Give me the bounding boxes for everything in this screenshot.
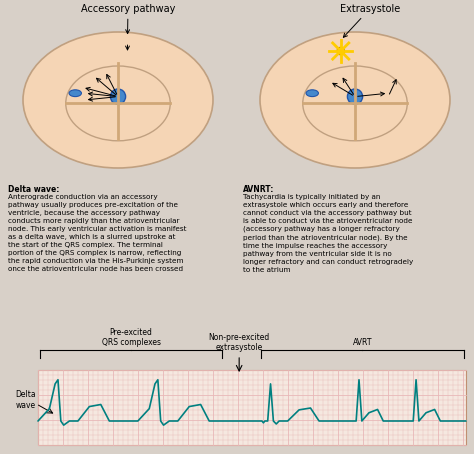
Text: AVRT: AVRT (353, 338, 372, 347)
Circle shape (347, 89, 363, 104)
Text: Non-pre-excited
extrasystole: Non-pre-excited extrasystole (209, 333, 270, 352)
Ellipse shape (306, 90, 319, 97)
Ellipse shape (69, 90, 82, 97)
Text: Accessory pathway: Accessory pathway (81, 4, 175, 34)
Circle shape (337, 47, 345, 55)
Text: Extrasystole: Extrasystole (340, 4, 400, 37)
Text: Delta wave:: Delta wave: (8, 185, 59, 194)
Text: Anterograde conduction via an accessory
pathway usually produces pre-excitation : Anterograde conduction via an accessory … (8, 194, 186, 272)
Ellipse shape (23, 32, 213, 168)
Text: AVNRT:: AVNRT: (243, 185, 274, 194)
Ellipse shape (66, 66, 170, 141)
Ellipse shape (260, 32, 450, 168)
Circle shape (110, 89, 126, 104)
Text: Delta
wave: Delta wave (15, 390, 36, 410)
Text: Pre-excited
QRS complexes: Pre-excited QRS complexes (101, 328, 161, 347)
FancyBboxPatch shape (38, 370, 466, 445)
Ellipse shape (303, 66, 407, 141)
Text: Tachycardia is typically initiated by an
extrasystole which occurs early and the: Tachycardia is typically initiated by an… (243, 194, 413, 273)
